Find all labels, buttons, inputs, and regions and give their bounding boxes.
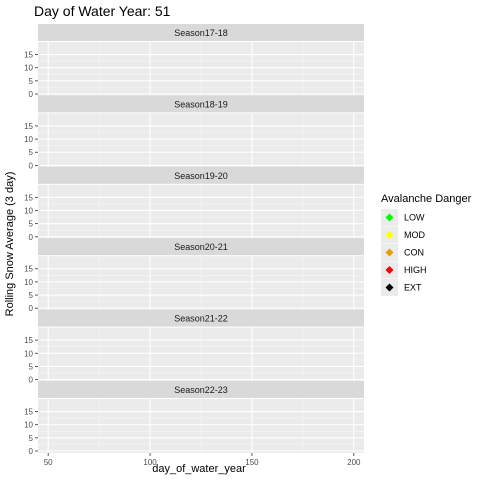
facet-strip (38, 24, 364, 41)
y-tick-label: 0 (29, 90, 34, 99)
y-tick-label: 10 (24, 135, 33, 144)
facet-strip-label: Season17-18 (174, 28, 228, 38)
y-tick-label: 0 (29, 376, 34, 385)
y-tick-label: 15 (24, 51, 33, 60)
x-axis-title: day_of_water_year (152, 463, 246, 475)
chart-title: Day of Water Year: 51 (34, 3, 171, 19)
legend-label: MOD (404, 230, 425, 240)
legend-diamond-icon (385, 231, 394, 239)
y-tick-label: 15 (24, 193, 33, 202)
y-tick-label: 0 (29, 447, 34, 456)
legend-item: MOD (381, 226, 425, 244)
facet-strip (38, 381, 364, 398)
y-tick-label: 5 (29, 220, 34, 229)
x-tick-label: 200 (347, 458, 361, 467)
y-tick-label: 0 (29, 161, 34, 170)
legend-label: EXT (404, 283, 422, 293)
facet-strip-label: Season20-21 (174, 242, 228, 252)
legend-diamond-icon (385, 213, 394, 222)
y-tick-label: 5 (29, 148, 34, 157)
y-axis-title: Rolling Snow Average (3 day) (4, 172, 16, 317)
facet-strip (38, 95, 364, 113)
facet-strip-label: Season18-19 (174, 99, 228, 109)
y-tick-label: 10 (24, 421, 33, 430)
facet-strip-label: Season21-22 (174, 314, 228, 324)
y-tick-label: 10 (24, 278, 33, 287)
facet-strip (38, 238, 364, 256)
x-axis: 50 100 150 200 (44, 453, 361, 467)
legend-diamond-icon (385, 283, 394, 292)
facet-panels: Season17-18051015Season18-19051015Season… (24, 24, 364, 456)
y-tick-label: 15 (24, 408, 33, 417)
legend: Avalanche Danger LOW MOD CON HIGH EXT (381, 193, 472, 296)
y-tick-label: 5 (29, 77, 34, 86)
legend-item: CON (381, 244, 424, 261)
legend-item: HIGH (381, 261, 427, 279)
facet-panel: Season22-23 0 5 10 15 (24, 381, 364, 456)
x-tick-label: 150 (245, 458, 259, 467)
y-tick-label: 5 (29, 434, 34, 443)
y-tick-label: 0 (29, 233, 34, 242)
y-tick-label: 5 (29, 362, 34, 371)
facet-strip (38, 309, 364, 327)
x-tick-label: 100 (143, 458, 157, 467)
legend-label: HIGH (404, 265, 427, 275)
legend-item: EXT (381, 279, 422, 296)
x-tick-label: 50 (44, 458, 53, 467)
y-tick-label: 5 (29, 291, 34, 300)
y-tick-label: 10 (24, 349, 33, 358)
y-tick-label: 10 (24, 64, 33, 73)
facet-strip-label: Season19-20 (174, 171, 228, 181)
y-tick-label: 0 (29, 304, 34, 313)
facet-panel: Season18-19 0 5 10 15 (24, 95, 364, 170)
y-tick-label: 15 (24, 122, 33, 131)
legend-diamond-icon (385, 248, 394, 257)
legend-label: CON (404, 248, 424, 258)
facet-strip-label: Season22-23 (174, 385, 228, 395)
legend-title: Avalanche Danger (381, 193, 472, 205)
legend-diamond-icon (385, 266, 394, 274)
legend-item: LOW (381, 209, 425, 226)
facet-panel: Season20-21 0 5 10 15 (24, 238, 364, 313)
y-tick-label: 10 (24, 206, 33, 215)
facet-panel: Season19-20 0 5 10 15 (24, 166, 364, 242)
facet-strip (38, 166, 364, 184)
facet-panel: Season17-18 0 5 10 15 (24, 24, 364, 99)
y-tick-label: 15 (24, 336, 33, 345)
y-tick-label: 15 (24, 265, 33, 274)
legend-items: LOW MOD CON HIGH EXT (381, 209, 427, 296)
legend-label: LOW (404, 213, 425, 223)
facet-panel: Season21-22 0 5 10 15 (24, 309, 364, 385)
